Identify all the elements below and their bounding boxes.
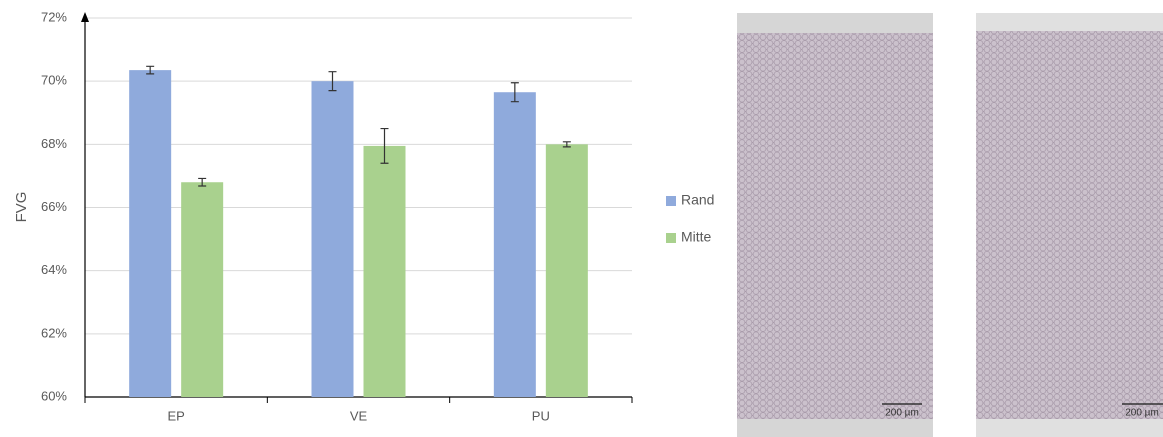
scale-label: 200 µm [1125, 408, 1159, 419]
x-tick-label: EP [167, 408, 184, 423]
legend-label: Rand [681, 192, 714, 208]
y-axis-arrow [81, 12, 89, 22]
y-axis-label: FVG [13, 192, 30, 223]
bar [364, 146, 406, 397]
bar [546, 144, 588, 397]
micrograph-1: 200 µm [737, 13, 933, 437]
bar [494, 92, 536, 397]
x-tick-label: VE [350, 408, 368, 423]
scale-label: 200 µm [885, 408, 919, 419]
micrograph-2: 200 µm [976, 13, 1163, 437]
y-tick-label: 64% [41, 262, 67, 277]
y-tick-label: 62% [41, 325, 67, 340]
y-tick-label: 66% [41, 199, 67, 214]
micrograph-fibers [737, 33, 933, 419]
legend-swatch [666, 233, 676, 243]
legend-label: Mitte [681, 229, 712, 245]
page: {"chart_data": {"type": "bar", "y_label"… [0, 0, 1163, 437]
micrograph-fibers [976, 31, 1163, 419]
bar [129, 70, 171, 397]
bar [312, 81, 354, 397]
y-tick-label: 70% [41, 73, 67, 88]
x-tick-label: PU [532, 408, 550, 423]
bar [181, 182, 223, 397]
legend-swatch [666, 196, 676, 206]
y-tick-label: 68% [41, 136, 67, 151]
figure: FVG 200 µm 200 µm 60% 62% 64% 66% 68% 70% 72% E… [0, 0, 1163, 437]
y-tick-label: 72% [41, 9, 67, 24]
y-tick-label: 60% [41, 388, 67, 403]
